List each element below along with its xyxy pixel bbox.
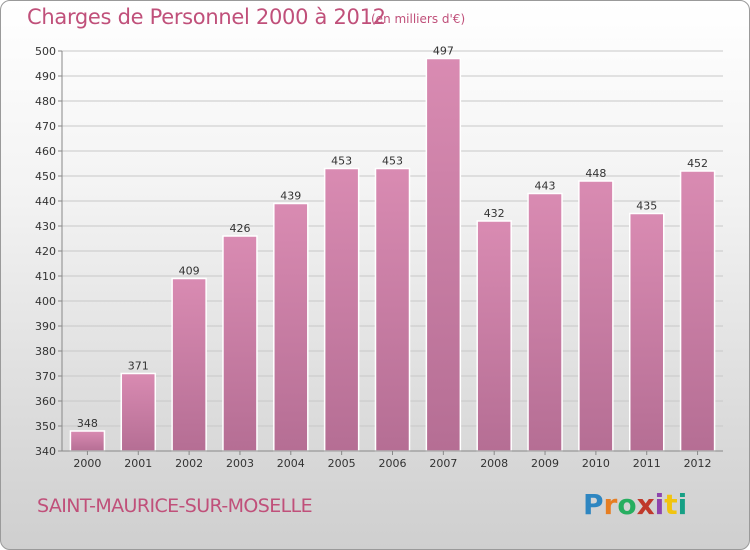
proxiti-logo: Proxiti [583,488,687,521]
x-tick-label-2010: 2010 [582,457,610,470]
chart-title: Charges de Personnel 2000 à 2012 [27,5,386,29]
data-label-2004: 439 [280,190,301,203]
x-tick-label-2001: 2001 [124,457,152,470]
data-label-2007: 497 [433,45,454,58]
data-label-2001: 371 [128,360,149,373]
bar-2012 [679,170,716,452]
chart-subtitle: (en milliers d'€) [371,12,466,26]
y-tick-label: 430 [35,220,56,233]
bar-2009 [527,192,563,452]
x-tick-label-2007: 2007 [429,457,457,470]
x-tick-label-2000: 2000 [73,457,101,470]
bar-2003 [222,235,258,452]
y-tick-label: 470 [35,120,56,133]
bars: 348 371 409 426 439 453 453 497 432 443 448 435 452 [69,45,716,452]
bar-2005 [323,167,360,452]
bar-2011 [628,212,665,452]
x-tick-label-2005: 2005 [328,457,356,470]
logo-letter: r [603,488,618,521]
y-tick-label: 390 [35,320,56,333]
data-label-2002: 409 [179,265,200,278]
x-tick-label-2002: 2002 [175,457,203,470]
y-tick-label: 460 [35,145,56,158]
logo-letter: o [617,488,637,521]
y-tick-label: 400 [35,295,56,308]
bar-2001 [120,372,157,452]
x-tick-label-2004: 2004 [277,457,305,470]
x-tick-label-2006: 2006 [379,457,407,470]
data-label-2010: 448 [585,167,606,180]
logo-letter: i [677,488,688,521]
y-tick-label: 440 [35,195,56,208]
y-tick-label: 340 [35,445,56,458]
bar-2002 [171,277,207,452]
x-tick-label-2011: 2011 [633,457,661,470]
logo-letter: t [664,488,678,521]
x-tick-label-2008: 2008 [480,457,508,470]
bar-2007 [425,57,462,452]
y-tick-label: 360 [35,395,56,408]
data-label-2000: 348 [77,417,98,430]
bar-2004 [273,202,309,452]
bar-2008 [476,220,512,452]
x-tick-label-2012: 2012 [684,457,712,470]
x-tick-label-2003: 2003 [226,457,254,470]
bar-2010 [578,180,614,452]
data-label-2003: 426 [229,222,250,235]
data-label-2008: 432 [484,207,505,220]
y-tick-label: 370 [35,370,56,383]
y-tick-label: 410 [35,270,56,283]
data-label-2009: 443 [535,180,556,193]
bar-2000 [69,430,106,452]
place-name: SAINT-MAURICE-SUR-MOSELLE [37,495,313,517]
bar-2006 [374,167,411,452]
data-label-2006: 453 [382,155,403,168]
axes: 340 350 360 370 380 390 400 410 420 430 440 450 460 4… [35,45,723,470]
y-tick-label: 420 [35,245,56,258]
y-tick-label: 450 [35,170,56,183]
logo-letter: i [654,488,665,521]
x-tick-label-2009: 2009 [531,457,559,470]
logo-letter: x [636,488,655,521]
data-label-2012: 452 [687,157,708,170]
y-tick-label: 380 [35,345,56,358]
data-label-2005: 453 [331,155,352,168]
y-tick-label: 490 [35,70,56,83]
y-tick-label: 500 [35,45,56,58]
logo-letter: P [583,488,604,521]
y-tick-label: 480 [35,95,56,108]
data-label-2011: 435 [636,200,657,213]
y-tick-label: 350 [35,420,56,433]
